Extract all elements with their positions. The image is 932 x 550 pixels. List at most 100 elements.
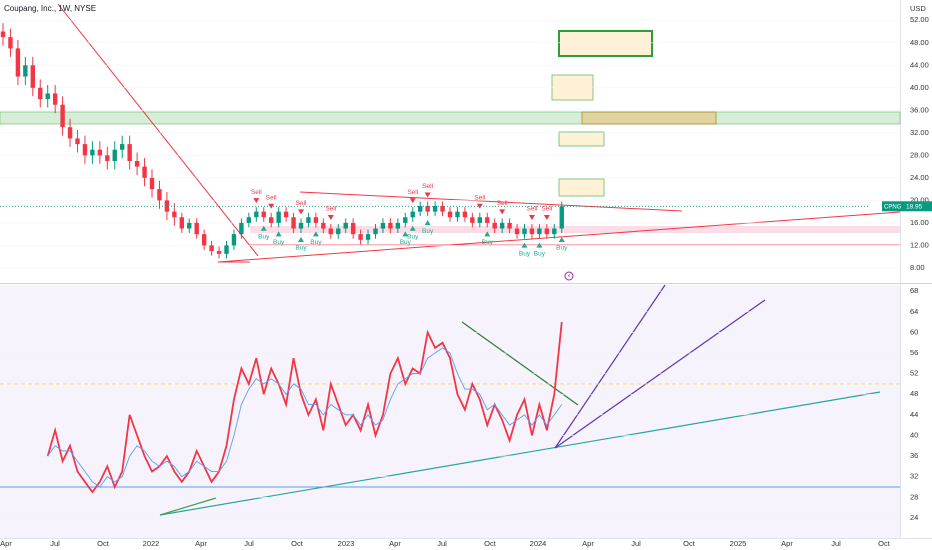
event-icon-glyph: ⚡ bbox=[567, 273, 571, 280]
candle-body bbox=[336, 228, 341, 235]
signal-arrow bbox=[424, 192, 431, 198]
symbol-badge bbox=[882, 201, 902, 212]
x-tick-label: 2025 bbox=[730, 539, 747, 548]
candle-body bbox=[23, 65, 28, 77]
y-tick-label: 48 bbox=[910, 389, 918, 398]
trendline bbox=[159, 391, 881, 516]
candle-body bbox=[201, 234, 207, 246]
currency: USD bbox=[910, 4, 926, 13]
candle-body bbox=[134, 160, 140, 167]
candle-body bbox=[142, 166, 147, 178]
signal-arrow bbox=[298, 209, 304, 215]
candle-body bbox=[112, 149, 117, 161]
x-tick-label: 2022 bbox=[143, 539, 160, 548]
x-tick-label: Apr bbox=[781, 539, 793, 548]
candle-body bbox=[216, 251, 222, 254]
signal-label: Buy bbox=[258, 233, 270, 240]
candle-body bbox=[52, 93, 58, 105]
x-tick-label: Oct bbox=[878, 539, 891, 548]
trendline bbox=[159, 497, 217, 516]
x-tick-label: Apr bbox=[0, 539, 12, 548]
candle-body bbox=[343, 222, 348, 229]
signal-label: Buy bbox=[273, 239, 285, 246]
candle-body bbox=[82, 144, 88, 156]
candle-body bbox=[276, 211, 281, 223]
candle-body bbox=[269, 217, 274, 223]
signal-label: Sell bbox=[422, 183, 433, 190]
signal-label: Sell bbox=[266, 194, 277, 201]
candle-body bbox=[499, 222, 505, 229]
candle-body bbox=[224, 245, 229, 254]
y-tick-label: 36.00 bbox=[910, 105, 929, 114]
candle-body bbox=[0, 31, 6, 38]
candle-body bbox=[410, 211, 415, 218]
candle-body bbox=[477, 217, 482, 223]
chart-title: Coupang, Inc., 1W, NYSE bbox=[4, 4, 96, 13]
signal-label: Sell bbox=[251, 189, 262, 196]
trendline bbox=[461, 321, 579, 406]
y-tick-label: 28.00 bbox=[910, 150, 929, 159]
y-tick-label: 40 bbox=[910, 430, 918, 439]
candle-body bbox=[485, 217, 490, 223]
trendline bbox=[299, 191, 683, 212]
candle-body bbox=[514, 228, 520, 235]
candle-body bbox=[350, 222, 356, 235]
orange-zone bbox=[581, 111, 717, 125]
y-tick-label: 24 bbox=[910, 513, 918, 522]
candle-body bbox=[261, 211, 266, 218]
y-tick-label: 28 bbox=[910, 492, 918, 501]
candle-body bbox=[194, 222, 199, 235]
signal-arrow bbox=[275, 231, 282, 237]
signal-arrow bbox=[476, 203, 483, 209]
candle-body bbox=[246, 217, 252, 223]
y-tick-label: 20.00 bbox=[910, 195, 929, 204]
signal-label: Sell bbox=[497, 200, 508, 207]
candle-body bbox=[321, 222, 326, 229]
signal-label: Sell bbox=[407, 189, 418, 196]
event-icon[interactable] bbox=[564, 271, 574, 281]
target-box bbox=[558, 178, 605, 197]
trendline bbox=[554, 284, 666, 449]
price-badge bbox=[902, 201, 932, 212]
signal-arrow bbox=[327, 215, 334, 221]
symbol-label: CPNG bbox=[884, 204, 902, 210]
y-tick-label: 40.00 bbox=[910, 83, 929, 92]
price-label: 18.95 bbox=[906, 204, 923, 211]
y-tick-label: 68 bbox=[910, 286, 918, 295]
target-box bbox=[551, 74, 594, 101]
y-tick-label: 32.00 bbox=[910, 128, 929, 137]
signal-label: Buy bbox=[310, 239, 322, 246]
y-tick-label: 52.00 bbox=[910, 15, 929, 24]
y-tick-label: 12.00 bbox=[910, 240, 929, 249]
candle-body bbox=[149, 177, 155, 190]
candle-body bbox=[358, 234, 363, 240]
x-tick-label: Oct bbox=[291, 539, 304, 548]
y-tick-label: 8.00 bbox=[910, 263, 925, 272]
candle-body bbox=[425, 206, 430, 212]
signal-label: Buy bbox=[534, 250, 546, 257]
signal-arrow bbox=[543, 215, 550, 221]
signal-arrow bbox=[409, 225, 416, 231]
signal-arrow bbox=[409, 198, 416, 204]
signal-arrow bbox=[298, 237, 304, 243]
signal-label: Sell bbox=[541, 206, 552, 213]
candle-body bbox=[90, 149, 95, 156]
y-tick-label: 52 bbox=[910, 369, 918, 378]
candle-body bbox=[8, 37, 13, 49]
candle-body bbox=[172, 211, 177, 218]
x-tick-label: Jul bbox=[831, 539, 841, 548]
candle-body bbox=[283, 211, 289, 218]
y-tick-label: 64 bbox=[910, 307, 918, 316]
signal-label: Buy bbox=[407, 233, 419, 240]
y-tick-label: 24.00 bbox=[910, 173, 929, 182]
candle-body bbox=[559, 206, 564, 229]
candle-body bbox=[157, 189, 162, 201]
signal-label: Buy bbox=[482, 239, 494, 246]
candle-body bbox=[544, 228, 550, 235]
signal-label: Buy bbox=[519, 250, 531, 257]
signal-arrow bbox=[260, 225, 267, 231]
candle-body bbox=[15, 48, 21, 77]
candle-body bbox=[75, 138, 80, 145]
signal-arrow bbox=[521, 242, 528, 248]
